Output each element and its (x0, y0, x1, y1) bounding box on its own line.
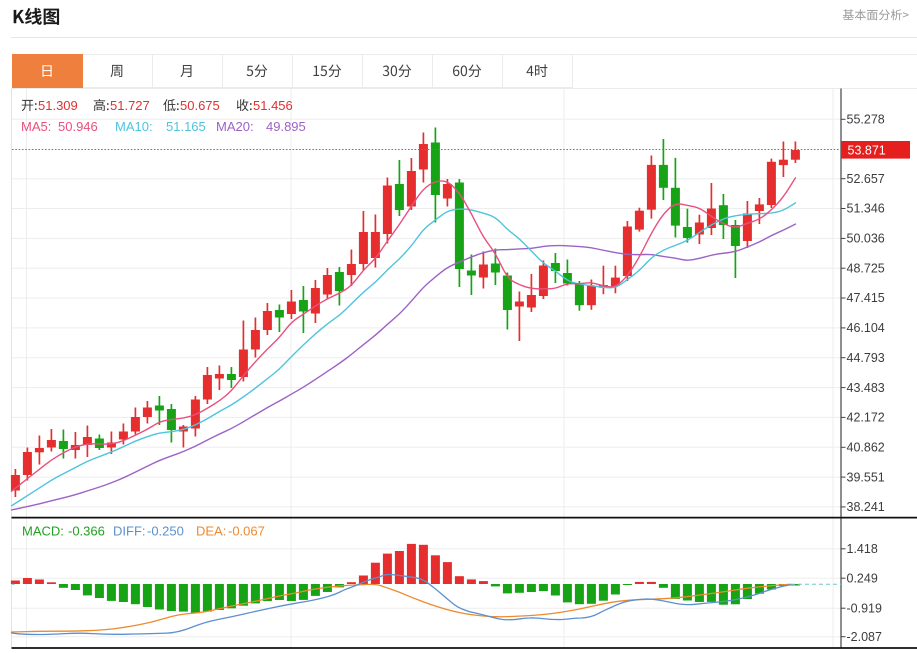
svg-text:DIFF:: DIFF: (113, 524, 146, 539)
svg-text:50.036: 50.036 (847, 232, 885, 246)
svg-text:-0.067: -0.067 (228, 524, 265, 539)
svg-text:55.278: 55.278 (847, 113, 885, 127)
svg-text:-0.919: -0.919 (847, 601, 882, 615)
svg-text:-2.087: -2.087 (847, 630, 882, 644)
svg-text:46.104: 46.104 (847, 321, 885, 335)
svg-text:43.483: 43.483 (847, 381, 885, 395)
svg-text:47.415: 47.415 (847, 291, 885, 305)
svg-text:48.725: 48.725 (847, 261, 885, 275)
svg-text:51.309: 51.309 (38, 98, 78, 113)
svg-text:DEA:: DEA: (196, 524, 226, 539)
svg-text:1.418: 1.418 (847, 542, 878, 556)
svg-text:49.895: 49.895 (266, 119, 306, 134)
svg-text:51.727: 51.727 (110, 98, 150, 113)
svg-text:-0.366: -0.366 (68, 524, 105, 539)
svg-text:42.172: 42.172 (847, 411, 885, 425)
svg-text:51.165: 51.165 (166, 119, 206, 134)
svg-text:39.551: 39.551 (847, 470, 885, 484)
svg-text:MA10:: MA10: (115, 119, 153, 134)
svg-text:50.675: 50.675 (180, 98, 220, 113)
svg-text:50.946: 50.946 (58, 119, 98, 134)
svg-text:44.793: 44.793 (847, 351, 885, 365)
svg-text:53.871: 53.871 (848, 144, 886, 158)
svg-text:38.241: 38.241 (847, 500, 885, 514)
svg-text:MA5:: MA5: (21, 119, 51, 134)
svg-text:0.249: 0.249 (847, 571, 878, 585)
svg-text:MACD:: MACD: (22, 524, 64, 539)
svg-text:MA20:: MA20: (216, 119, 254, 134)
svg-text:51.456: 51.456 (253, 98, 293, 113)
svg-text:51.346: 51.346 (847, 202, 885, 216)
svg-text:-0.250: -0.250 (147, 524, 184, 539)
svg-text:40.862: 40.862 (847, 441, 885, 455)
svg-text:52.657: 52.657 (847, 172, 885, 186)
